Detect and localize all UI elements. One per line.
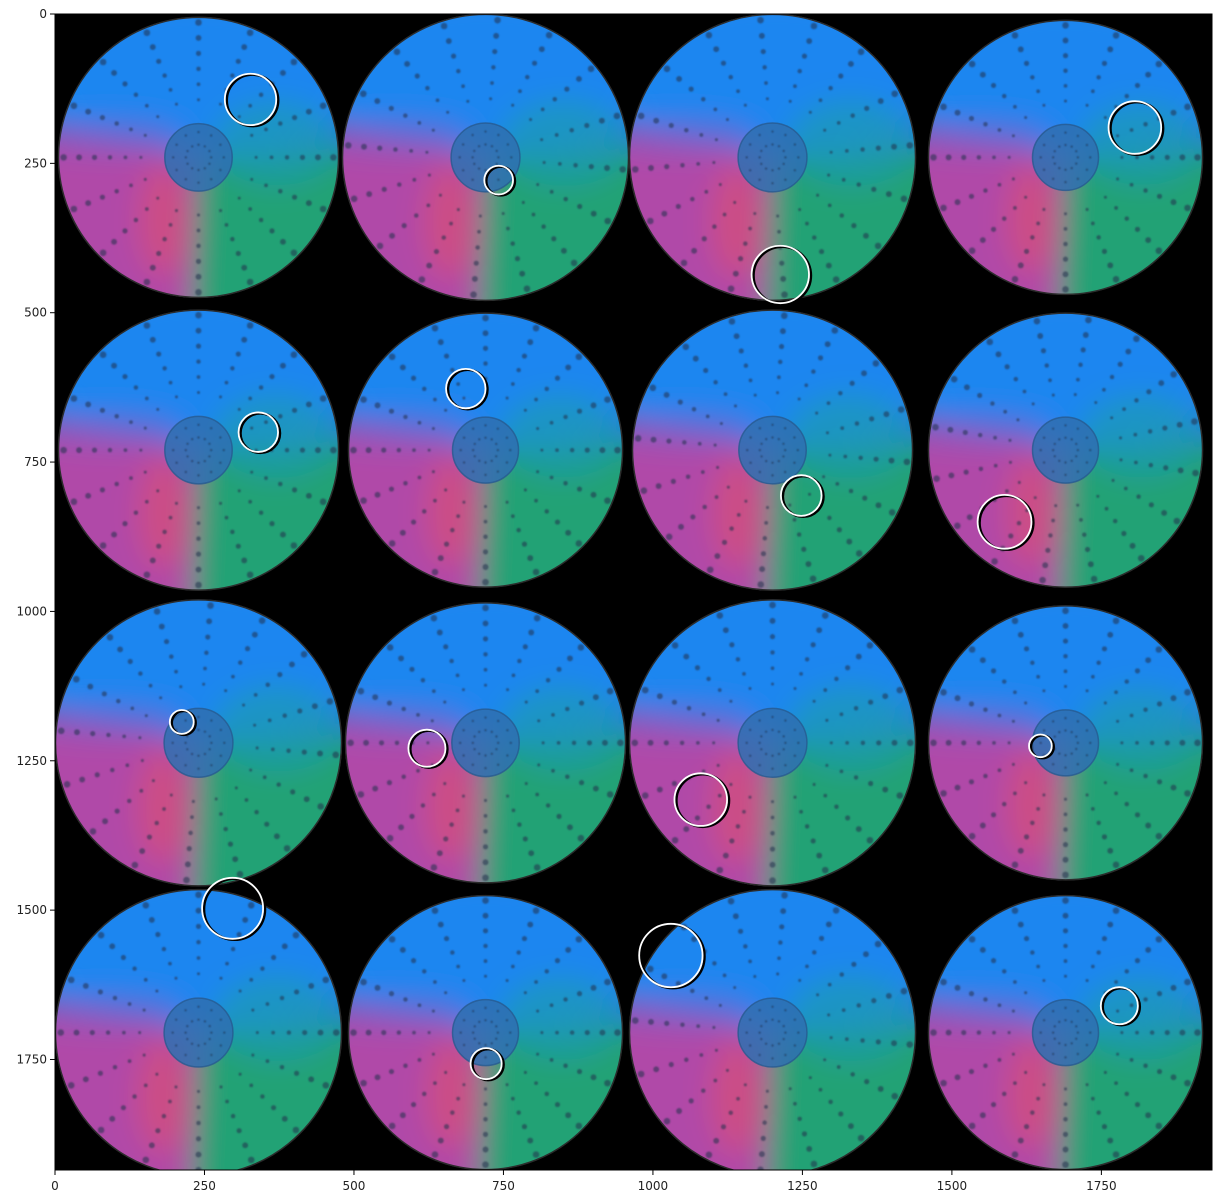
tile-hub: [1032, 709, 1099, 776]
y-tick-label: 1250: [16, 754, 47, 768]
tile-hub: [738, 998, 807, 1068]
marker-ring-0-0: [223, 72, 280, 128]
tile-rim: [344, 602, 627, 884]
x-tick-label: 1500: [937, 1179, 968, 1193]
tile-spokes: [57, 602, 340, 884]
y-tick-label: 1750: [16, 1052, 47, 1066]
marker-ring-3-2: [638, 922, 706, 990]
tile-spokes: [930, 607, 1201, 879]
tile-rim: [628, 888, 917, 1170]
marker-ring-2-3: [1028, 733, 1055, 760]
tile-rim: [347, 312, 624, 588]
marker-ring-3-1: [469, 1047, 505, 1082]
tile-hub: [164, 416, 233, 484]
x-tick-label: 1250: [787, 1179, 818, 1193]
tile-hub: [451, 122, 520, 192]
tile-spokes: [631, 601, 914, 884]
marker-ring-0-3: [1107, 100, 1165, 157]
tile-spokes: [350, 314, 621, 586]
tile-spokes: [60, 311, 337, 589]
tile-hub: [738, 708, 807, 778]
y-tick-label: 1000: [16, 604, 47, 618]
tile-hub: [164, 998, 233, 1068]
tile-hub: [452, 999, 519, 1066]
y-tick-label: 1500: [16, 903, 47, 917]
tile-spokes: [344, 16, 627, 298]
plot-area: [55, 14, 1212, 1170]
tile-hub: [452, 417, 519, 484]
y-tick-label: 250: [24, 156, 47, 170]
x-tick-label: 1750: [1086, 1179, 1117, 1193]
x-tick-label: 1000: [638, 1179, 669, 1193]
tile-spokes: [350, 897, 621, 1168]
marker-ring-1-2: [779, 474, 825, 519]
y-tick-label: 750: [24, 455, 47, 469]
tile-hub: [1032, 417, 1099, 484]
marker-ring-3-3: [1099, 986, 1142, 1027]
y-tick-label: 0: [39, 7, 47, 21]
tile-spokes: [631, 16, 914, 298]
tile-rim: [628, 599, 917, 887]
marker-ring-3-0: [201, 876, 267, 942]
tile-hub: [164, 123, 233, 192]
marker-ring-2-0: [168, 709, 197, 737]
tile-hub: [164, 708, 233, 778]
tile-spokes: [347, 604, 624, 882]
marker-ring-2-2: [673, 772, 731, 829]
tile-hub: [451, 709, 520, 777]
tile-spokes: [932, 316, 1199, 584]
tile-spokes: [930, 897, 1201, 1168]
tile-hub: [1032, 124, 1099, 191]
y-tick-label: 500: [24, 306, 47, 320]
x-tick-label: 750: [492, 1179, 515, 1193]
tile-hub: [738, 122, 807, 192]
tile-rim: [57, 309, 340, 591]
tile-spokes: [60, 19, 337, 296]
tile-rim: [927, 605, 1204, 881]
tile-spokes: [634, 312, 911, 588]
marker-ring-0-1: [483, 164, 517, 197]
x-tick-label: 0: [51, 1179, 59, 1193]
tile-spokes: [930, 22, 1201, 293]
marker-ring-1-1: [445, 367, 489, 411]
marker-ring-2-1: [407, 728, 449, 769]
marker-ring-1-3: [976, 493, 1035, 551]
tile-spokes: [57, 891, 340, 1170]
tile-rim: [927, 312, 1204, 588]
x-tick-label: 500: [343, 1179, 366, 1193]
tile-rim: [57, 16, 340, 299]
axes: 0 250 500 750 1000 1250 1500 1750 0 250 500 750 1000…: [16, 7, 1213, 1193]
marker-ring-0-2: [750, 244, 813, 306]
marker-ring-1-0: [237, 411, 282, 455]
x-tick-label: 250: [193, 1179, 216, 1193]
tile-hub: [1032, 999, 1099, 1066]
tile-rim: [631, 309, 914, 591]
axes-frame: [54, 13, 1213, 1171]
tile-hub: [738, 416, 807, 484]
tile-rim: [927, 19, 1204, 296]
